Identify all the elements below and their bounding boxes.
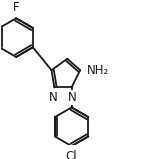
Text: NH₂: NH₂ — [87, 64, 109, 77]
Text: Cl: Cl — [66, 150, 77, 159]
Text: F: F — [13, 1, 19, 14]
Text: N: N — [49, 91, 58, 104]
Text: N: N — [68, 91, 77, 104]
